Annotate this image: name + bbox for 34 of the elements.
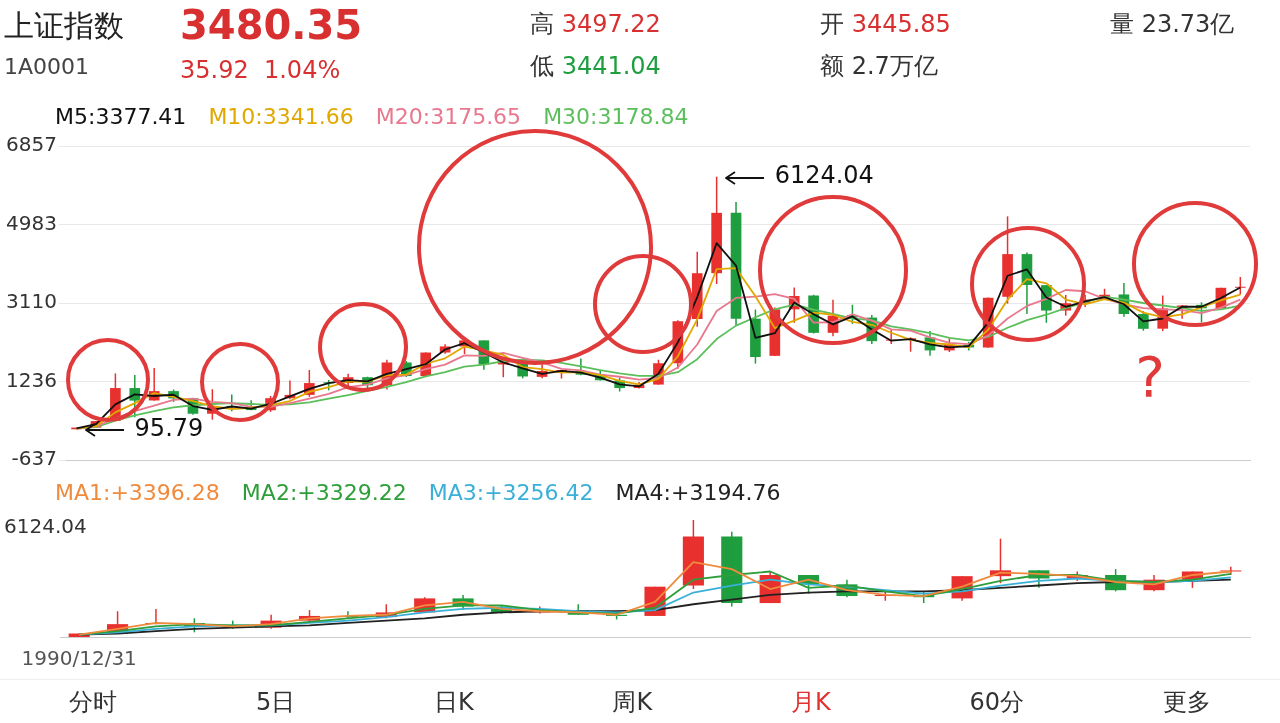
text: 更多 <box>1162 687 1211 718</box>
text: 周K <box>612 687 653 718</box>
text: 上证指数 <box>4 7 124 45</box>
annotation: 6124.04 <box>4 514 87 539</box>
text: 低 3441.04 <box>530 52 661 80</box>
text: MA2:+3329.22 <box>241 479 407 505</box>
text: M5:3377.41 <box>55 103 187 129</box>
y-tick-label: -637 <box>11 446 57 471</box>
text: M30:3178.84 <box>543 103 689 129</box>
y-tick-label: 1236 <box>5 367 57 392</box>
annotation: ? <box>1135 344 1165 410</box>
annotation: 6124.04 <box>774 160 874 189</box>
annotation: 95.79 <box>134 413 204 442</box>
text: M10:3341.66 <box>208 103 354 129</box>
text: 分时 <box>69 687 118 718</box>
text: 额 2.7万亿 <box>820 52 938 80</box>
text: MA4:+3194.76 <box>615 479 781 505</box>
text: 高 3497.22 <box>530 10 661 38</box>
text: 60分 <box>969 687 1024 718</box>
text: 日K <box>434 687 474 718</box>
y-tick-label: 4983 <box>5 210 57 235</box>
text: 3480.35 <box>180 2 363 48</box>
text: MA3:+3256.42 <box>428 479 594 505</box>
text: M20:3175.65 <box>375 103 522 129</box>
text: 月K <box>790 687 831 718</box>
y-tick-label: 3110 <box>5 289 57 314</box>
x-tick-label: 1990/12/31 <box>21 646 137 671</box>
text: 量 23.73亿 <box>1110 10 1235 38</box>
text: MA1:+3396.28 <box>55 479 220 505</box>
text: 开 3445.85 <box>820 10 951 38</box>
text: 5日 <box>256 687 296 718</box>
text: 35.92 1.04% <box>180 56 341 84</box>
text: 1A0001 <box>4 54 90 79</box>
y-tick-label: 6857 <box>5 132 57 157</box>
